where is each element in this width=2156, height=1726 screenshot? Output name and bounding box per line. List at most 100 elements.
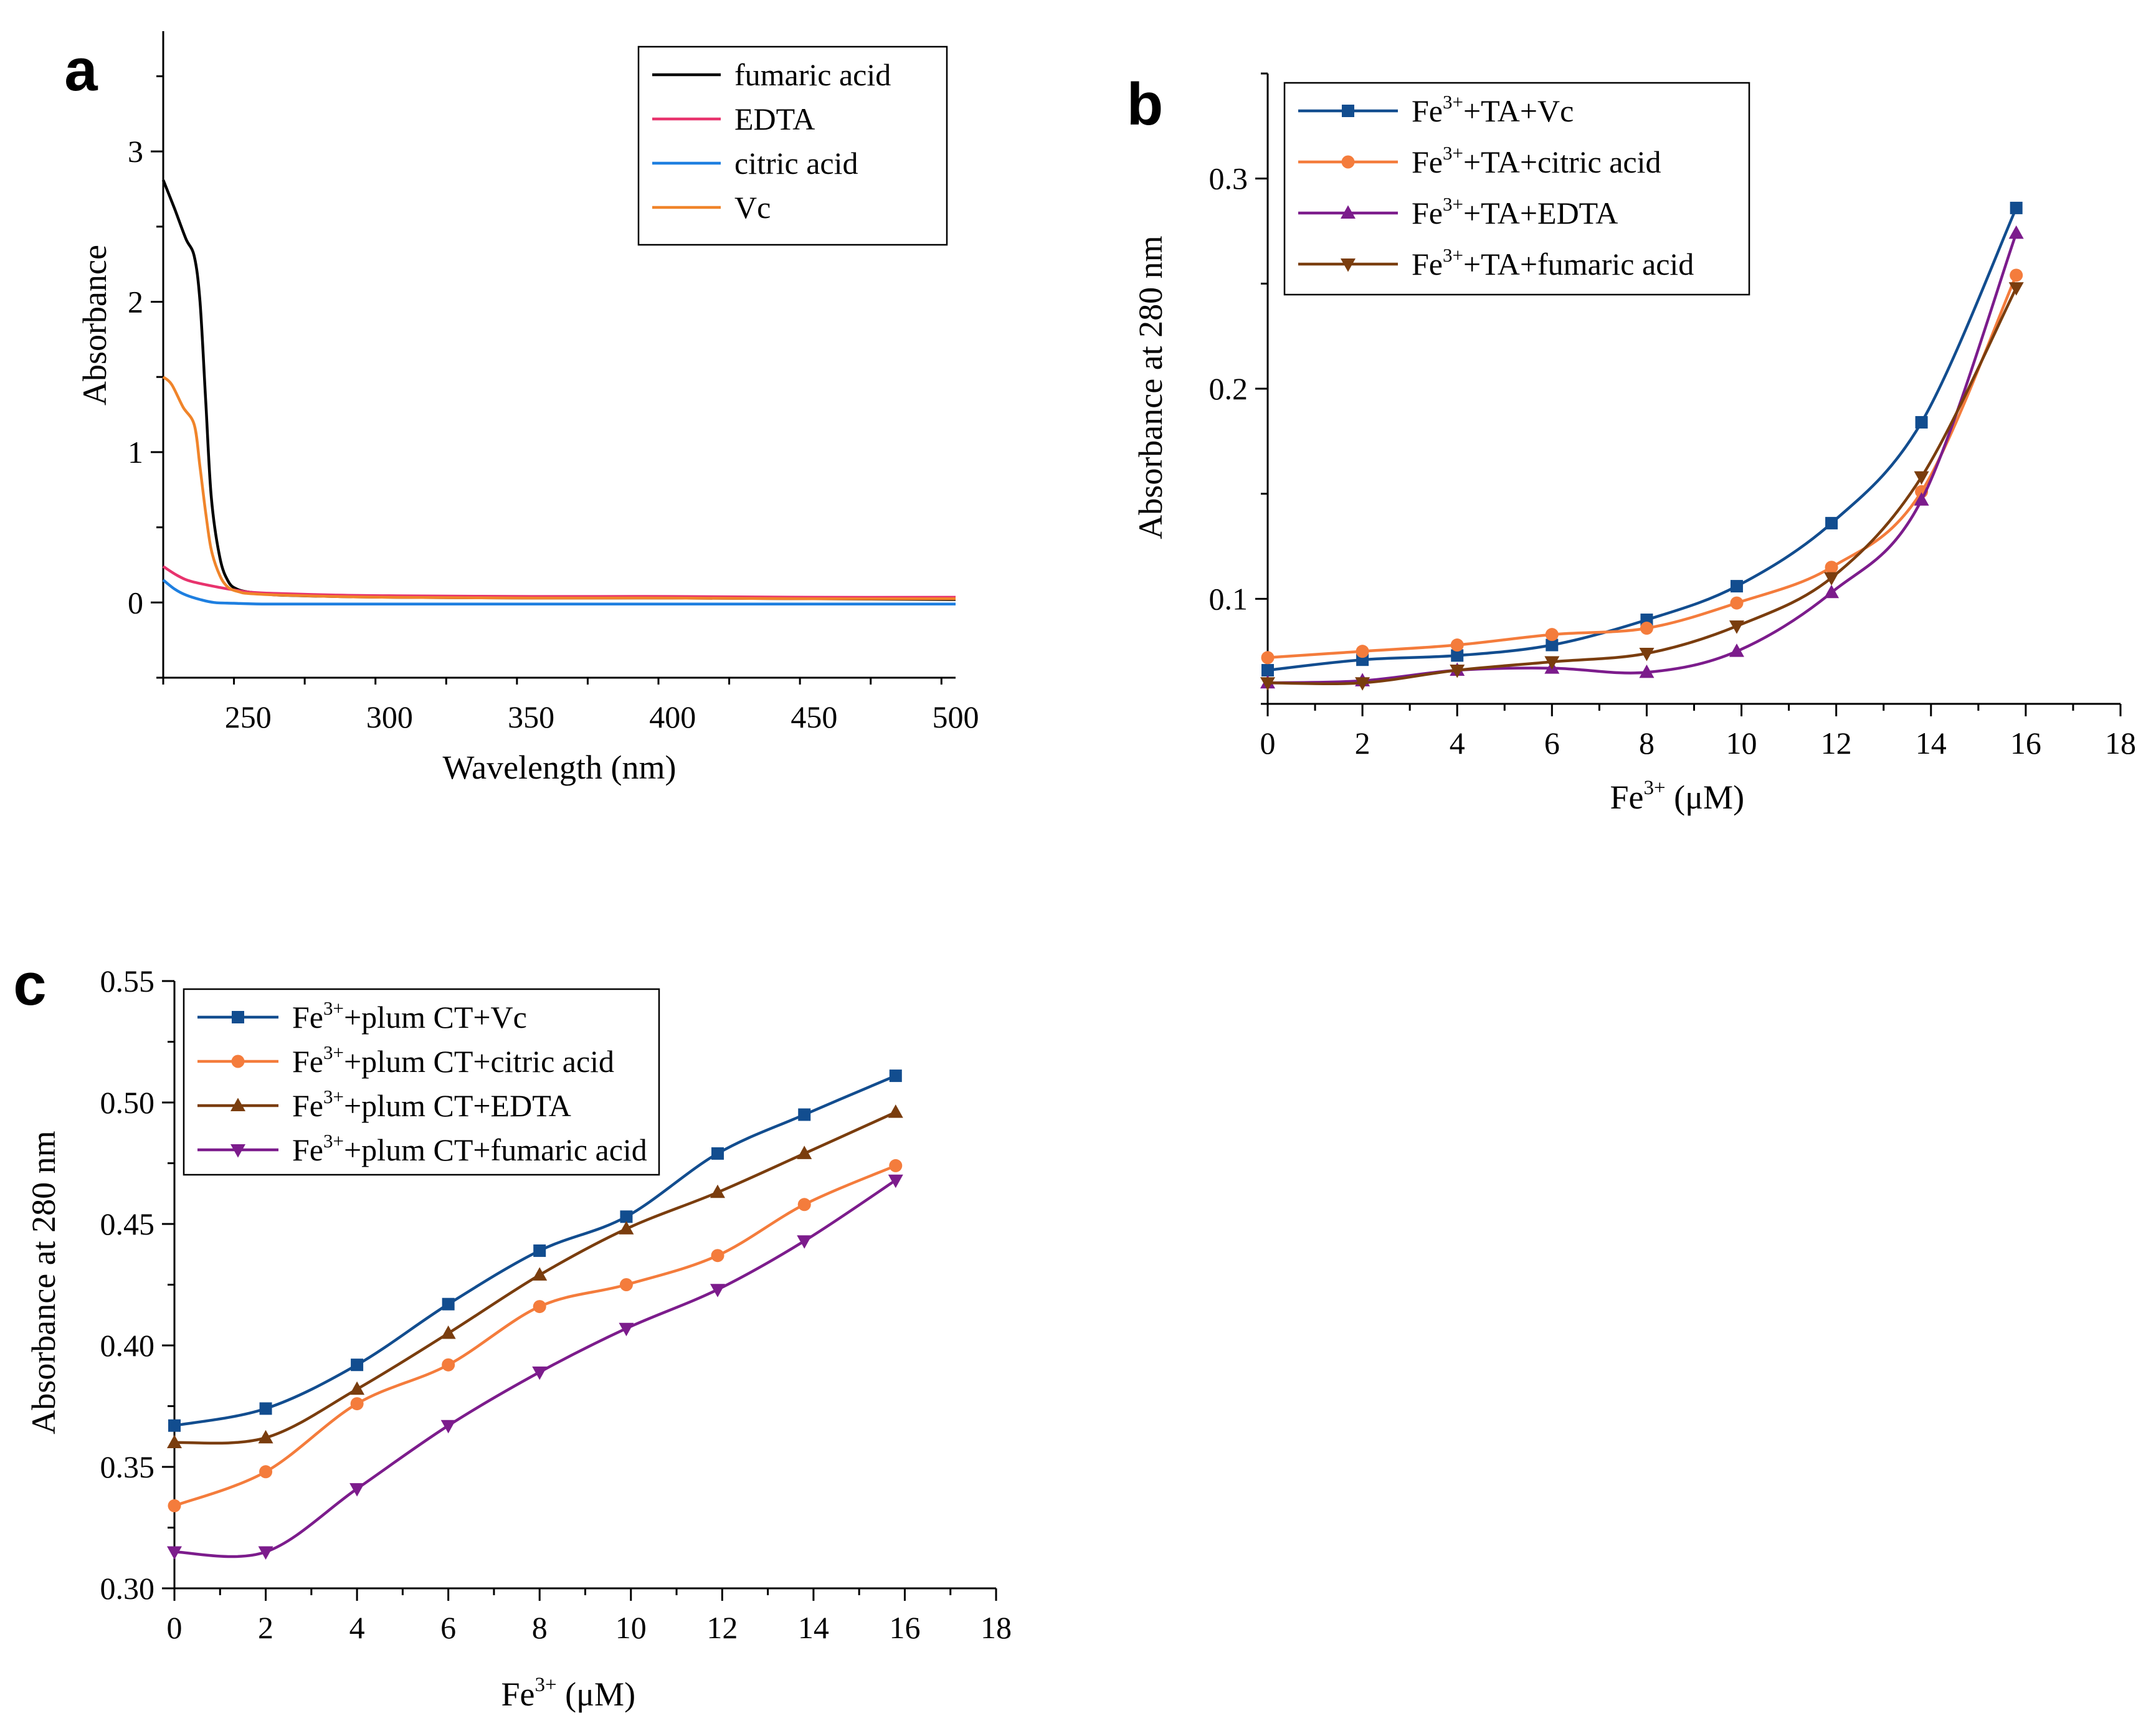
series-1 — [168, 1069, 902, 1432]
data-point — [1824, 572, 1840, 586]
x-tick-label: 4 — [349, 1610, 365, 1645]
y-axis-title: Absorbance at 280 nm — [25, 1131, 62, 1434]
x-tick-label: 500 — [933, 699, 979, 734]
data-point — [619, 1221, 634, 1235]
x-tick-label: 8 — [1639, 726, 1655, 761]
data-point — [440, 1325, 456, 1339]
x-tick-label: 14 — [798, 1610, 829, 1645]
y-tick-label: 0.50 — [100, 1085, 155, 1120]
legend-label: citric acid — [734, 146, 858, 181]
legend-label: EDTA — [734, 102, 815, 136]
x-tick-label: 6 — [1544, 726, 1560, 761]
data-point — [351, 1359, 364, 1372]
y-tick-label: 0.35 — [100, 1449, 155, 1484]
y-axis-title: Absorbance at 280 nm — [1132, 235, 1169, 539]
data-point — [797, 1145, 812, 1159]
data-point — [2008, 282, 2024, 296]
data-point — [1261, 651, 1275, 665]
legend-swatch-marker — [230, 1144, 245, 1158]
data-point — [711, 1147, 724, 1160]
data-point — [1544, 656, 1560, 670]
x-tick-label: 18 — [2105, 726, 2136, 761]
data-point — [888, 1104, 903, 1118]
x-tick-label: 18 — [981, 1610, 1012, 1645]
y-tick-label: 1 — [128, 435, 143, 470]
series-3 — [162, 579, 956, 606]
series-line — [1267, 232, 2018, 685]
x-axis-title: Fe3+ (μM) — [501, 1674, 636, 1713]
legend-box — [183, 988, 660, 1176]
data-point — [888, 1174, 903, 1188]
chart-panel-c: c 0 2 4 6 8 10 12 14 16 18 0.30 0.35 0.40 0.45 0.50 0.55… — [13, 951, 1012, 1713]
x-tick-label: 10 — [1726, 726, 1757, 761]
data-point — [1450, 638, 1464, 652]
data-point — [1729, 620, 1744, 634]
data-point — [442, 1358, 455, 1372]
data-point — [442, 1297, 455, 1311]
x-tick-label: 6 — [440, 1610, 456, 1645]
legend-swatch-marker — [1341, 205, 1356, 219]
y-tick-label: 3 — [128, 134, 143, 169]
data-point — [1825, 561, 1838, 574]
data-point — [440, 1420, 456, 1434]
panel-label: c — [13, 951, 46, 1018]
data-point — [533, 1244, 546, 1257]
x-tick-label: 400 — [649, 699, 696, 734]
data-point — [1730, 596, 1744, 610]
x-axis-title: Fe3+ (μM) — [1610, 777, 1745, 816]
data-point — [167, 1434, 182, 1448]
x-axis-title: Wavelength (nm) — [442, 749, 676, 786]
data-point — [168, 1499, 181, 1512]
legend-label: Fe3++TA+Vc — [1412, 91, 1574, 128]
x-tick-label: 0 — [167, 1610, 183, 1645]
x-tick-label: 250 — [225, 699, 272, 734]
data-point — [1914, 492, 1929, 506]
data-point — [259, 1402, 272, 1415]
y-tick-label: 0.55 — [100, 964, 155, 998]
data-point — [1545, 628, 1559, 642]
data-point — [532, 1366, 548, 1380]
data-point — [1451, 649, 1464, 662]
chart-panel-b: b 0 2 4 6 8 10 12 14 16 18 0.1 0.2 0.3 Fe3+ (μM) Absorb… — [1127, 71, 2136, 816]
panel-label: b — [1127, 71, 1164, 138]
x-tick-label: 0 — [1260, 726, 1276, 761]
legend-label: Fe3++plum CT+Vc — [292, 997, 527, 1035]
data-point — [889, 1069, 902, 1083]
data-point — [1546, 638, 1559, 652]
x-tick-label: 16 — [2010, 726, 2041, 761]
data-point — [1640, 622, 1653, 635]
x-tick-label: 12 — [706, 1610, 738, 1645]
data-point — [349, 1381, 365, 1395]
y-axis-title: Absorbance — [76, 245, 113, 405]
data-point — [889, 1159, 903, 1172]
data-point — [797, 1235, 812, 1249]
data-point — [710, 1284, 726, 1297]
panel-label: a — [64, 37, 98, 103]
series-2 — [1261, 268, 2023, 665]
data-point — [1730, 580, 1743, 593]
data-point — [620, 1210, 633, 1223]
legend-swatch-marker — [1341, 258, 1356, 272]
data-point — [2010, 268, 2023, 282]
data-point — [1450, 665, 1465, 678]
y-tick-label: 2 — [128, 285, 143, 320]
x-tick-label: 2 — [1355, 726, 1370, 761]
legend-box — [637, 45, 948, 246]
legend-box — [1283, 82, 1750, 296]
legend-label: Fe3++plum CT+fumaric acid — [292, 1130, 647, 1167]
legend-label: Fe3++TA+EDTA — [1412, 193, 1618, 230]
data-point — [1639, 648, 1655, 661]
legend-label: Fe3++plum CT+citric acid — [292, 1041, 614, 1079]
y-tick-label: 0 — [128, 585, 143, 620]
data-point — [533, 1300, 546, 1314]
data-point — [258, 1430, 273, 1444]
data-point — [798, 1108, 811, 1121]
legend-label: Fe3++plum CT+EDTA — [292, 1086, 571, 1123]
series-2 — [162, 565, 956, 599]
x-tick-label: 8 — [532, 1610, 548, 1645]
data-point — [1915, 415, 1928, 429]
chart-panel-a: a 250 300 350 400 450 500 0 1 2 3 Wavelength (nm) Ab… — [64, 31, 979, 786]
x-tick-label: 14 — [1916, 726, 1947, 761]
